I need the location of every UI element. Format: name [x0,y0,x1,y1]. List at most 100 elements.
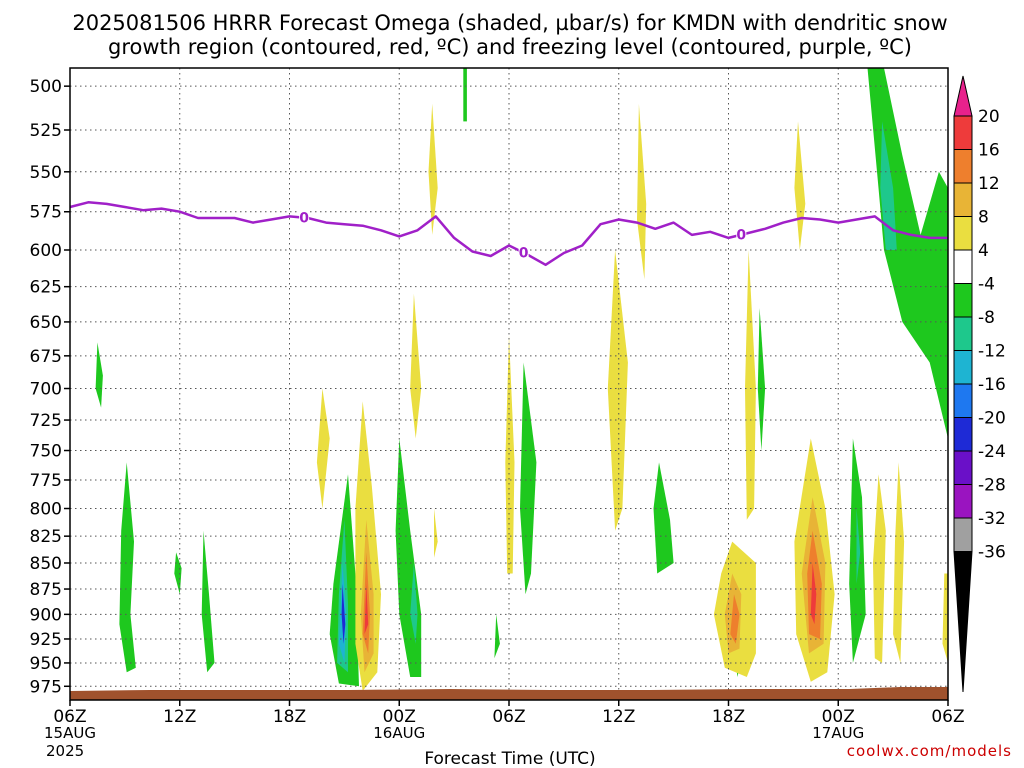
colorbar-swatch [953,75,973,117]
omega-region-positive [410,293,422,439]
y-tick-label: 950 [30,654,62,674]
colorbar-swatch [953,249,973,284]
x-date-label: 16AUG [373,724,425,742]
x-tick-label: 18Z [712,707,745,727]
x-year-label: 2025 [46,742,84,760]
omega-region-negative [520,362,537,595]
omega-region-negative [880,121,897,251]
omega-region-negative [201,530,215,673]
omega-region-negative [494,614,500,659]
colorbar-label: -20 [978,409,1006,429]
y-tick-label: 800 [30,500,62,520]
colorbar-swatch [953,182,973,217]
omega-region-positive [730,594,740,644]
colorbar-label: -8 [978,308,995,328]
omega-region-positive [316,388,330,509]
colorbar-label: -12 [978,342,1006,362]
freezing-level-label: 0 [299,211,309,227]
colorbar-swatch [953,417,973,452]
colorbar-label: -4 [978,275,995,295]
y-tick-label: 875 [30,580,62,600]
x-axis-label: Forecast Time (UTC) [424,749,595,768]
colorbar-swatch [953,383,973,418]
y-tick-label: 825 [30,527,62,547]
colorbar-swatch [953,316,973,351]
omega-region-positive [873,474,886,663]
freezing-level-contour: 0 0 0 [69,201,948,267]
y-tick-label: 700 [30,380,62,400]
x-date-label: 17AUG [812,724,864,742]
plot-area: 0 0 0 [69,67,949,701]
omega-region-negative [119,462,136,673]
colorbar-swatch [953,517,973,552]
y-tick-label: 750 [30,442,62,462]
omega-region-negative [95,342,103,408]
freezing-label-bg [299,209,310,225]
x-tick-label: 00Z [822,707,855,727]
y-tick-label: 575 [30,203,62,223]
y-tick-label: 650 [30,313,62,333]
omega-region-positive [607,250,628,531]
freezing-level-label: 0 [519,246,529,262]
y-axis: 500 525 550 575 600 625 650 675 700 725 750 775 800 8… [30,77,70,697]
omega-region-negative [463,68,467,122]
omega-region-positive [893,462,905,663]
colorbar-label: -24 [978,442,1006,462]
omega-region-negative [757,308,766,451]
omega-region-negative [341,583,346,644]
colorbar-swatch [953,115,973,150]
x-date-label: 15AUG [44,724,96,742]
colorbar-label: 4 [978,241,989,261]
omega-region-positive [434,508,438,558]
colorbar-swatch [953,551,973,693]
freezing-label-bg [736,226,747,242]
chart-title-line1: 2025081506 HRRR Forecast Omega (shaded, … [72,11,947,35]
freezing-level-label: 0 [736,228,746,244]
colorbar-label: -32 [978,509,1006,529]
colorbar-label: 20 [978,107,1000,127]
colorbar-swatch [953,149,973,184]
omega-region-positive [637,103,647,280]
x-tick-label: 12Z [602,707,635,727]
y-tick-label: 850 [30,554,62,574]
colorbar: 20 16 12 8 4 -4 -8 -12 -16 -20 -24 -28 -32 -36 [953,75,1006,693]
y-tick-label: 600 [30,241,62,261]
x-tick-label: 06Z [931,707,964,727]
y-tick-label: 775 [30,471,62,491]
y-tick-label: 975 [30,677,62,697]
y-tick-label: 900 [30,605,62,625]
y-tick-label: 725 [30,411,62,431]
freezing-level-line [69,201,948,267]
freezing-label-bg [518,244,529,260]
credit-text: coolwx.com/models [847,742,1012,760]
x-tick-label: 18Z [273,707,306,727]
omega-region-positive [810,563,817,625]
x-tick-label: 12Z [163,707,196,727]
colorbar-swatch [953,283,973,318]
y-tick-label: 550 [30,163,62,183]
y-tick-label: 675 [30,347,62,367]
y-tick-label: 925 [30,630,62,650]
colorbar-label: 12 [978,174,1000,194]
omega-region-positive [505,335,515,574]
colorbar-label: 16 [978,141,1000,161]
colorbar-swatch [953,216,973,251]
omega-region-positive [364,583,369,635]
grid-lines [70,68,948,700]
colorbar-label: -36 [978,543,1006,563]
x-tick-label: 06Z [492,707,525,727]
chart-title-line2: growth region (contoured, red, ºC) and f… [108,35,912,59]
omega-region-negative [410,563,418,644]
colorbar-swatch [953,350,973,385]
x-tick-label: 00Z [383,707,416,727]
colorbar-swatch [953,484,973,519]
y-tick-label: 500 [30,77,62,97]
terrain-ground [70,687,948,700]
omega-region-negative [653,462,674,574]
omega-region-positive [942,573,948,663]
omega-region-positive [745,250,756,520]
y-tick-label: 525 [30,121,62,141]
omega-region-negative [856,508,861,584]
